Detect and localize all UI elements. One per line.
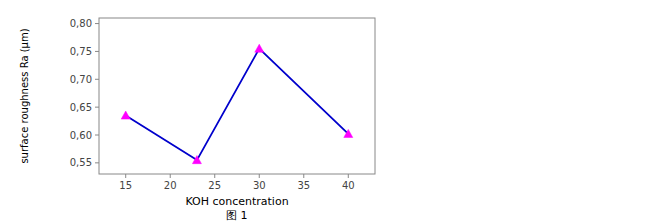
x-tick: [303, 174, 304, 178]
x-tick: [348, 174, 349, 178]
series: [121, 44, 353, 164]
marker: [192, 156, 201, 164]
caption: 图 1: [226, 209, 248, 222]
x-tick-label: 30: [253, 180, 266, 191]
x-tick: [214, 174, 215, 178]
y-tick-label: 0,75: [70, 46, 92, 57]
chart: 15 20 25 30 35 40 0,55 0,60 0,65 0,70 0,75 0,80 KOH …: [0, 0, 658, 223]
x-axis-label: KOH concentration: [185, 195, 288, 208]
x-tick-label: 40: [342, 180, 355, 191]
x-tick-label: 25: [208, 180, 221, 191]
x-tick-label: 20: [164, 180, 177, 191]
x-tick: [259, 174, 260, 178]
x-axis: 15 20 25 30 35 40: [119, 174, 354, 191]
line: [126, 49, 349, 160]
x-tick-label: 35: [297, 180, 310, 191]
x-tick-label: 15: [119, 180, 132, 191]
y-tick: [95, 135, 99, 136]
y-tick-label: 0,60: [70, 130, 92, 141]
y-tick-label: 0,70: [70, 74, 92, 85]
y-axis-label: surface roughness Ra (μm): [19, 28, 30, 163]
y-tick-label: 0,80: [70, 18, 92, 29]
marker: [255, 44, 264, 52]
y-tick: [95, 23, 99, 24]
y-tick: [95, 51, 99, 52]
y-tick-label: 0,55: [70, 157, 92, 168]
y-axis: 0,55 0,60 0,65 0,70 0,75 0,80: [70, 18, 99, 168]
y-tick-label: 0,65: [70, 102, 92, 113]
marker: [344, 129, 353, 137]
x-tick: [125, 174, 126, 178]
y-tick: [95, 162, 99, 163]
plot-frame: [99, 18, 375, 174]
y-tick: [95, 79, 99, 80]
y-tick: [95, 107, 99, 108]
x-tick: [170, 174, 171, 178]
marker: [121, 111, 130, 119]
